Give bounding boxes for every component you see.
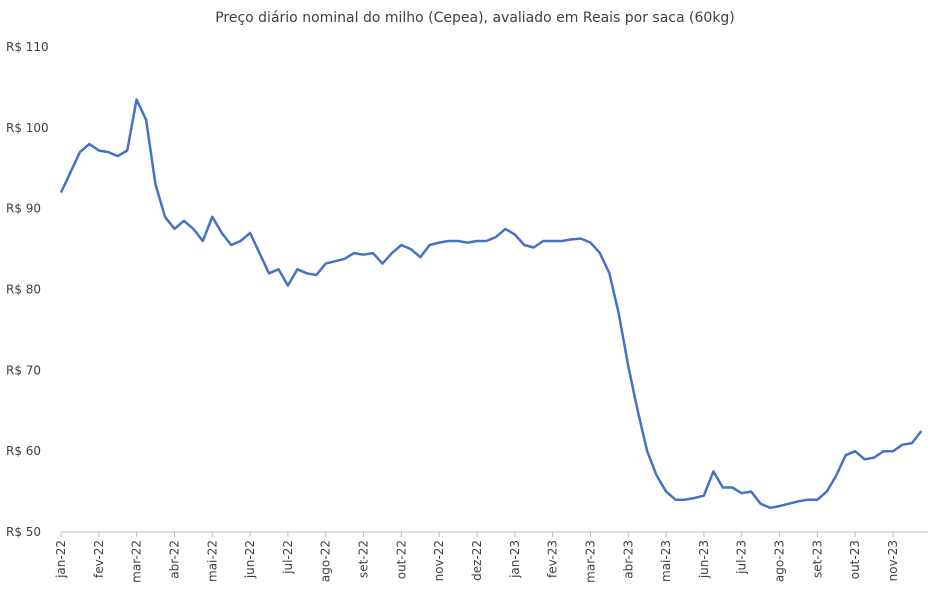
y-tick-label: R$ 90 bbox=[6, 202, 41, 216]
y-tick-label: R$ 70 bbox=[6, 363, 41, 377]
y-tick-label: R$ 60 bbox=[6, 444, 41, 458]
x-tick-label: mar-23 bbox=[583, 540, 597, 583]
x-tick-label: nov-22 bbox=[432, 540, 446, 581]
x-tick-label: jul-22 bbox=[281, 540, 295, 575]
y-tick-label: R$ 110 bbox=[6, 40, 49, 54]
x-tick-label: fev-23 bbox=[546, 540, 560, 578]
x-tick-label: mar-22 bbox=[130, 540, 144, 583]
x-tick-label: out-23 bbox=[848, 540, 862, 579]
x-tick-label: jan-22 bbox=[54, 540, 68, 579]
x-tick-label: set-23 bbox=[810, 540, 824, 578]
x-tick-label: set-22 bbox=[357, 540, 371, 578]
y-tick-label: R$ 100 bbox=[6, 121, 49, 135]
x-tick-label: jul-23 bbox=[735, 540, 749, 575]
line bbox=[59, 98, 923, 510]
x-tick-label: ago-23 bbox=[773, 540, 787, 582]
x-tick-label: dez-22 bbox=[470, 540, 484, 581]
y-tick-label: R$ 80 bbox=[6, 283, 41, 297]
x-tick-label: jun-22 bbox=[243, 540, 257, 579]
x-tick-label: out-22 bbox=[394, 540, 408, 579]
x-tick-label: abr-23 bbox=[621, 540, 635, 579]
y-tick-label: R$ 50 bbox=[6, 525, 41, 539]
x-tick-label: abr-22 bbox=[167, 540, 181, 579]
x-tick-label: nov-23 bbox=[886, 540, 900, 581]
x-tick-label: mai-23 bbox=[659, 540, 673, 582]
chart-title: Preço diário nominal do milho (Cepea), a… bbox=[215, 10, 735, 26]
x-tick-label: fev-22 bbox=[92, 540, 106, 578]
x-tick-label: jun-23 bbox=[697, 540, 711, 579]
x-tick-label: ago-22 bbox=[319, 540, 333, 582]
x-tick-label: jan-23 bbox=[508, 540, 522, 579]
x-tick-label: mai-22 bbox=[205, 540, 219, 582]
